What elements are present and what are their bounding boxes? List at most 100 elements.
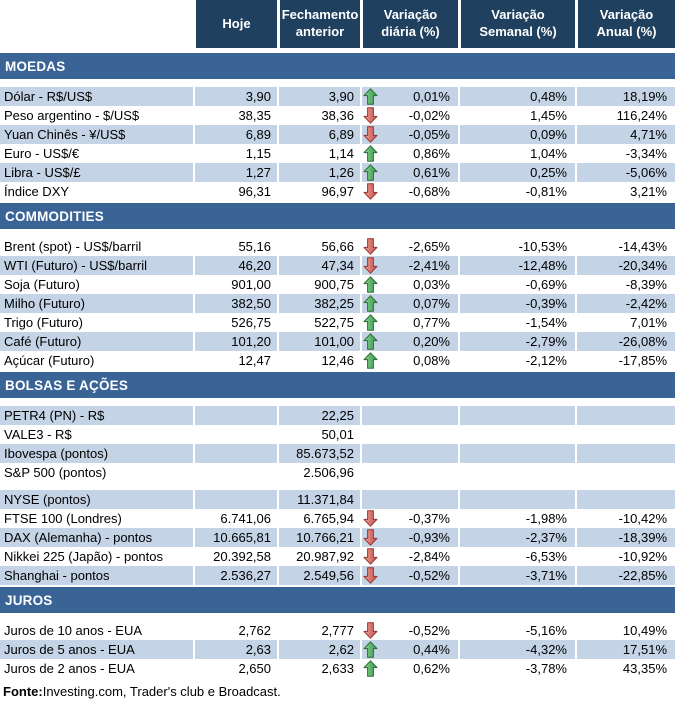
table-row: NYSE (pontos) 11.371,84 <box>0 490 675 509</box>
variacao-semanal-value: -10,53% <box>458 237 575 256</box>
down-arrow-icon <box>363 548 378 565</box>
variacao-diaria-cell: -0,02% <box>360 106 458 125</box>
hoje-value: 6.741,06 <box>193 509 277 528</box>
variacao-anual-value: 10,49% <box>575 621 675 640</box>
table-row: Juros de 5 anos - EUA 2,63 2,62 0,44% -4… <box>0 640 675 659</box>
variacao-diaria-value: 0,44% <box>413 642 450 657</box>
header-col-fechamento: Fechamento anterior <box>277 0 360 48</box>
variacao-diaria-cell: -0,68% <box>360 182 458 201</box>
variacao-diaria-cell: -2,84% <box>360 547 458 566</box>
variacao-semanal-value: 0,25% <box>458 163 575 182</box>
section-band: BOLSAS E AÇÕES <box>0 372 675 398</box>
variacao-anual-value <box>575 463 675 482</box>
fechamento-value: 38,36 <box>277 106 360 125</box>
variacao-anual-value: -14,43% <box>575 237 675 256</box>
variacao-anual-value: 4,71% <box>575 125 675 144</box>
variacao-diaria-cell: 0,61% <box>360 163 458 182</box>
table-row: WTI (Futuro) - US$/barril 46,20 47,34 -2… <box>0 256 675 275</box>
row-label: Nikkei 225 (Japão) - pontos <box>4 549 163 564</box>
header-corner <box>0 0 193 48</box>
hoje-value: 2,63 <box>193 640 277 659</box>
variacao-diaria-cell: 0,77% <box>360 313 458 332</box>
variacao-diaria-value: -2,41% <box>408 258 450 273</box>
table-body: MOEDAS Dólar - R$/US$ 3,90 3,90 0,01% 0,… <box>0 53 675 678</box>
header-col-hoje: Hoje <box>193 0 277 48</box>
fechamento-value: 2.549,56 <box>277 566 360 585</box>
down-arrow-icon <box>363 126 378 143</box>
variacao-diaria-value: -2,65% <box>408 239 450 254</box>
hoje-value: 382,50 <box>193 294 277 313</box>
variacao-semanal-value: -2,37% <box>458 528 575 547</box>
row-label: Peso argentino - $/US$ <box>4 108 140 123</box>
hoje-value: 96,31 <box>193 182 277 201</box>
variacao-semanal-value: -3,71% <box>458 566 575 585</box>
section-band: MOEDAS <box>0 53 675 79</box>
variacao-diaria-cell: 0,01% <box>360 87 458 106</box>
header-col-variacao-anual: Variação Anual (%) <box>575 0 675 48</box>
fechamento-value: 522,75 <box>277 313 360 332</box>
row-label: PETR4 (PN) - R$ <box>0 406 193 425</box>
variacao-diaria-cell <box>360 463 458 482</box>
variacao-anual-value: 43,35% <box>575 659 675 678</box>
variacao-diaria-value: -0,05% <box>408 127 450 142</box>
variacao-anual-value: 18,19% <box>575 87 675 106</box>
variacao-semanal-value: -1,54% <box>458 313 575 332</box>
row-label: DAX (Alemanha) - pontos <box>0 528 193 547</box>
variacao-diaria-cell <box>360 490 458 509</box>
table-row: Shanghai - pontos 2.536,27 2.549,56 -0,5… <box>0 566 675 585</box>
table-row: Nikkei 225 (Japão) - pontos 20.392,58 20… <box>0 547 675 566</box>
row-label: Shanghai - pontos <box>0 566 193 585</box>
variacao-semanal-value: -3,78% <box>458 659 575 678</box>
table-row: FTSE 100 (Londres) 6.741,06 6.765,94 -0,… <box>0 509 675 528</box>
table-row: Peso argentino - $/US$ 38,35 38,36 -0,02… <box>0 106 675 125</box>
table-row: S&P 500 (pontos) 2.506,96 <box>0 463 675 482</box>
hoje-value: 526,75 <box>193 313 277 332</box>
fechamento-value: 12,46 <box>277 351 360 370</box>
variacao-diaria-cell: 0,03% <box>360 275 458 294</box>
source-text: Investing.com, Trader's club e Broadcast… <box>42 683 281 699</box>
row-label: Juros de 10 anos - EUA <box>4 623 143 638</box>
variacao-diaria-cell: -0,52% <box>360 566 458 585</box>
up-arrow-icon <box>363 641 378 658</box>
variacao-diaria-value: -0,37% <box>408 511 450 526</box>
variacao-diaria-value: -0,93% <box>408 530 450 545</box>
variacao-diaria-cell: 0,44% <box>360 640 458 659</box>
hoje-value: 20.392,58 <box>193 547 277 566</box>
variacao-anual-value: -22,85% <box>575 566 675 585</box>
variacao-semanal-value: 0,09% <box>458 125 575 144</box>
fechamento-value: 6.765,94 <box>277 509 360 528</box>
variacao-semanal-value <box>458 463 575 482</box>
table-row: PETR4 (PN) - R$ 22,25 <box>0 406 675 425</box>
fechamento-value: 85.673,52 <box>277 444 360 463</box>
down-arrow-icon <box>363 510 378 527</box>
table-row: DAX (Alemanha) - pontos 10.665,81 10.766… <box>0 528 675 547</box>
row-label: Juros de 2 anos - EUA <box>4 661 135 676</box>
variacao-semanal-value <box>458 490 575 509</box>
variacao-semanal-value: -4,32% <box>458 640 575 659</box>
variacao-diaria-cell <box>360 425 458 444</box>
variacao-diaria-value: 0,77% <box>413 315 450 330</box>
header-col-variacao-diaria: Variação diária (%) <box>360 0 458 48</box>
hoje-value: 1,27 <box>193 163 277 182</box>
up-arrow-icon <box>363 88 378 105</box>
variacao-diaria-value: 0,01% <box>413 89 450 104</box>
table-row: Açúcar (Futuro) 12,47 12,46 0,08% -2,12%… <box>0 351 675 370</box>
row-label: Ibovespa (pontos) <box>0 444 193 463</box>
table-row: Soja (Futuro) 901,00 900,75 0,03% -0,69%… <box>0 275 675 294</box>
variacao-anual-value <box>575 490 675 509</box>
variacao-anual-value: -5,06% <box>575 163 675 182</box>
up-arrow-icon <box>363 333 378 350</box>
fechamento-value: 1,14 <box>277 144 360 163</box>
variacao-diaria-value: 0,61% <box>413 165 450 180</box>
hoje-value: 2.536,27 <box>193 566 277 585</box>
up-arrow-icon <box>363 276 378 293</box>
fechamento-value: 382,25 <box>277 294 360 313</box>
variacao-diaria-cell: 0,62% <box>360 659 458 678</box>
table-row: Café (Futuro) 101,20 101,00 0,20% -2,79%… <box>0 332 675 351</box>
table-row: Dólar - R$/US$ 3,90 3,90 0,01% 0,48% 18,… <box>0 87 675 106</box>
variacao-semanal-value: -12,48% <box>458 256 575 275</box>
table-row: VALE3 - R$ 50,01 <box>0 425 675 444</box>
variacao-anual-value: -17,85% <box>575 351 675 370</box>
row-label: S&P 500 (pontos) <box>4 465 107 480</box>
variacao-diaria-value: 0,08% <box>413 353 450 368</box>
